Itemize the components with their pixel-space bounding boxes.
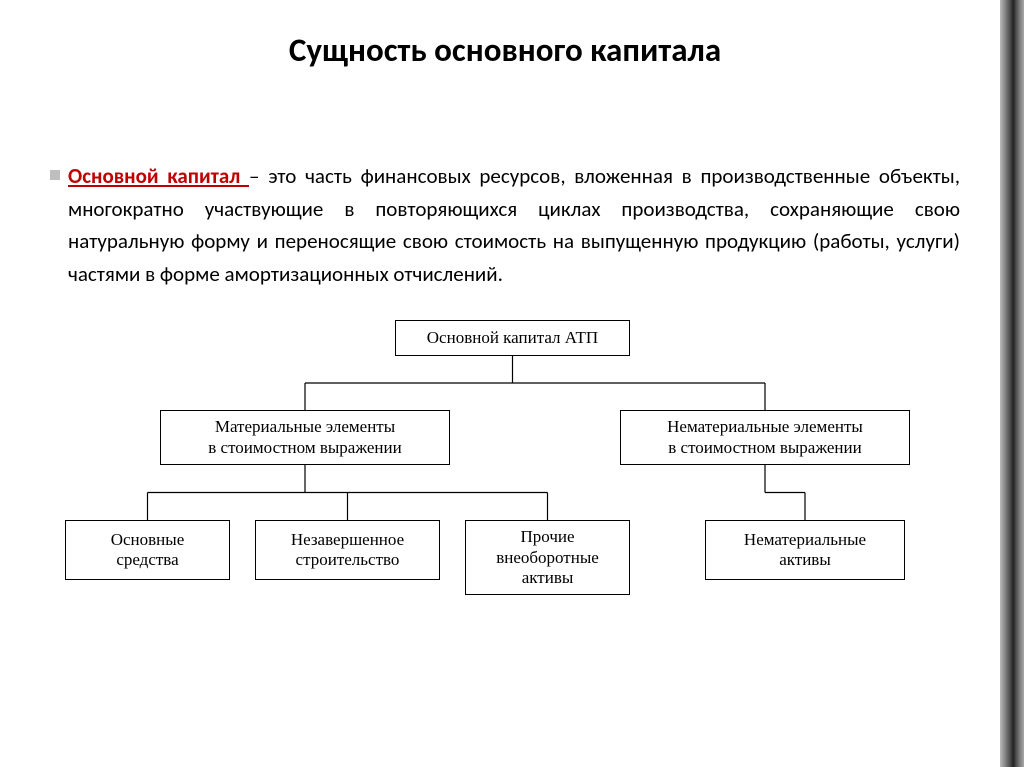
diagram-node-pva: Прочиевнеоборотныеактивы xyxy=(465,520,630,595)
slide-title: Сущность основного капитала xyxy=(50,30,960,70)
diagram-node-os: Основныесредства xyxy=(65,520,230,580)
definition-term: Основной капитал xyxy=(68,163,249,189)
definition-block: Основной капитал – это часть финансовых … xyxy=(50,160,960,290)
diagram-node-nzs: Незавершенноестроительство xyxy=(255,520,440,580)
diagram-node-root: Основной капитал АТП xyxy=(395,320,630,356)
hierarchy-diagram: Основной капитал АТП Материальные элемент… xyxy=(65,320,945,620)
diagram-node-nem: Нематериальные элементыв стоимостном выр… xyxy=(620,410,910,465)
binder-edge-decoration xyxy=(1000,0,1024,767)
diagram-node-mat: Материальные элементыв стоимостном выраж… xyxy=(160,410,450,465)
definition-text: Основной капитал – это часть финансовых … xyxy=(68,160,960,290)
slide: Сущность основного капитала Основной кап… xyxy=(0,0,1000,767)
bullet-icon xyxy=(50,170,60,180)
diagram-node-na: Нематериальныеактивы xyxy=(705,520,905,580)
